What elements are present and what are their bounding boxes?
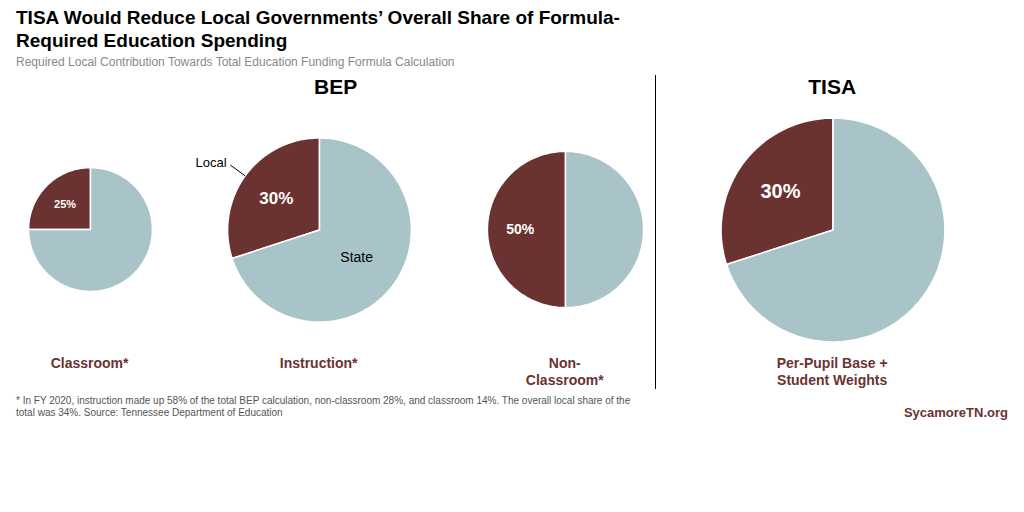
html-text:Per-Pupil Base + Student Weigh: Per-Pupil Base + Student Weights [776,355,888,389]
html-text:Classroom*: Classroom* [50,355,129,372]
html-text:Non- Classroom*: Non- Classroom* [525,355,604,389]
svg-text:25%: 25% [54,198,76,210]
html-text:BEP: BEP [314,75,358,99]
html-text:Required Local Contribution To: Required Local Contribution Towards Tota… [16,55,455,70]
html-text:TISA: TISA [808,75,857,99]
svg-text:50%: 50% [506,221,535,237]
svg-text:30%: 30% [760,180,800,202]
svg-text:Local: Local [195,154,226,169]
html-text:SycamoreTN.org: SycamoreTN.org [904,404,1008,420]
svg-text:30%: 30% [259,189,293,208]
html-text:Instruction*: Instruction* [279,355,358,372]
html-text:TISA Would Reduce Local Govern: TISA Would Reduce Local Governments’ Ove… [16,7,620,52]
html-text:* In FY 2020, instruction made: * In FY 2020, instruction made up 58% of… [16,394,631,419]
svg-text:State: State [340,248,373,264]
